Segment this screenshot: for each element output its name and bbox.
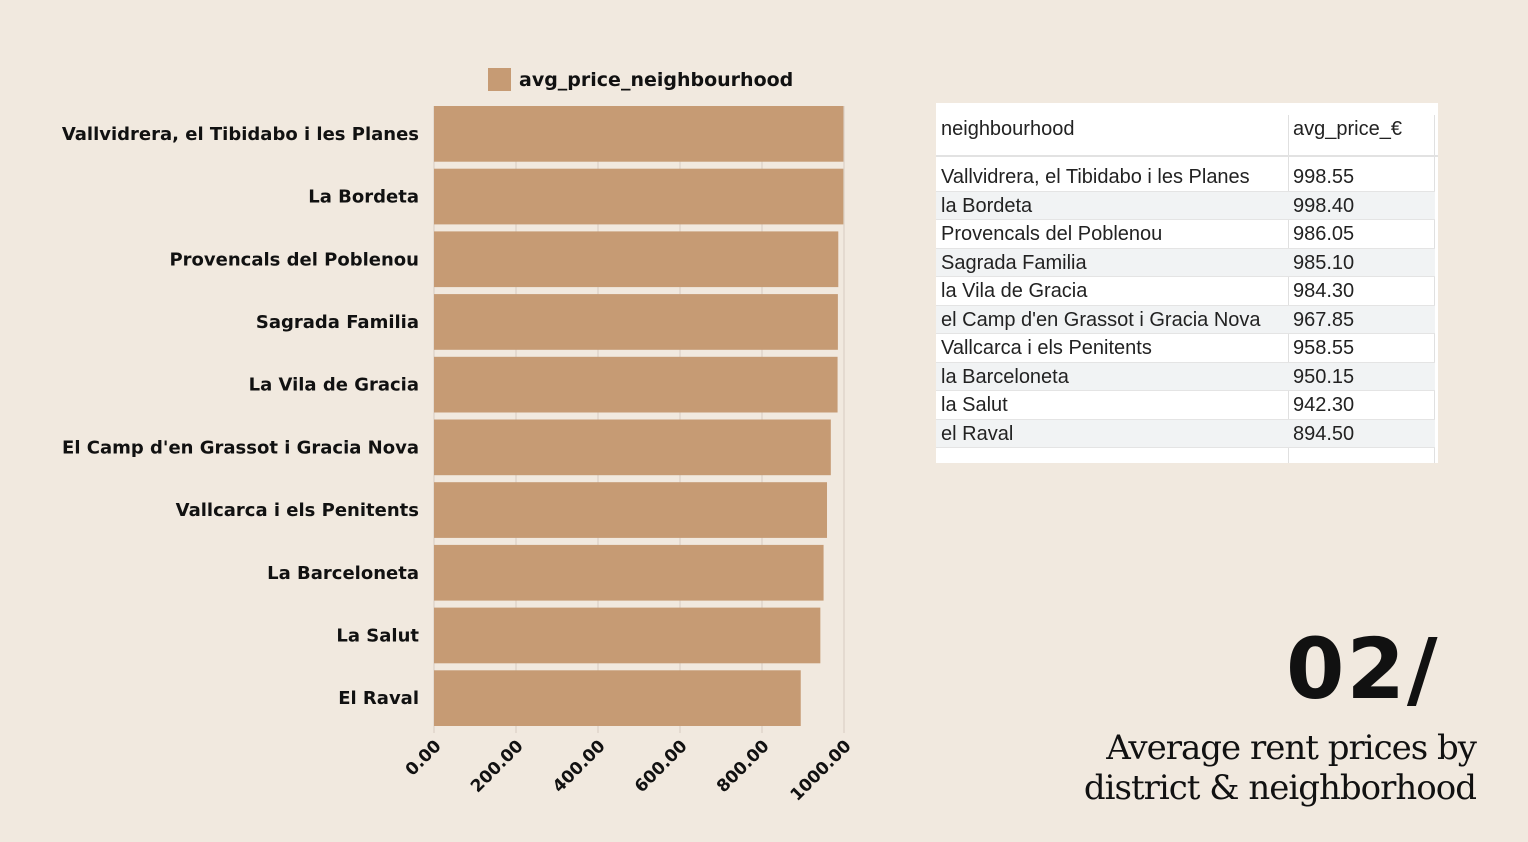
category-label: La Barceloneta [267,563,419,584]
bar [434,356,838,413]
table-row: la Vila de Gracia 984.30 [936,277,1435,306]
category-label: La Salut [336,625,419,646]
slide-title-line-2: district & neighborhood [1083,768,1477,808]
bar [434,419,831,476]
x-tick-label: 0.00 [402,736,446,780]
table-row: Sagrada Familia 985.10 [936,248,1435,277]
cell-avg-price: 894.50 [1293,422,1355,445]
table-header: neighbourhood avg_price_€ [936,115,1438,145]
category-label: Provencals del Poblenou [169,249,419,270]
table-row: el Raval 894.50 [936,419,1435,448]
cell-neighbourhood: la Bordeta [941,194,1033,217]
slide-number: 02/ [1286,620,1440,718]
legend-label: avg_price_neighbourhood [519,69,793,91]
cell-neighbourhood: el Camp d'en Grassot i Gracia Nova [941,308,1261,331]
bar [434,544,824,601]
x-tick-label: 1000.00 [787,736,856,805]
table-row: la Salut 942.30 [936,391,1435,420]
bar-chart: Vallvidrera, el Tibidabo i les Planes La … [62,68,856,805]
cell-avg-price: 986.05 [1293,223,1355,245]
table-row: Provencals del Poblenou 986.05 [936,220,1435,249]
table-row: la Barceloneta 950.15 [936,362,1435,391]
bar [434,294,838,350]
cell-avg-price: 998.40 [1293,194,1355,217]
bar [434,607,821,664]
cell-neighbourhood: Provencals del Poblenou [941,223,1163,245]
x-tick-label: 600.00 [631,736,692,797]
category-label: La Bordeta [308,187,419,208]
cell-avg-price: 967.85 [1293,308,1355,331]
table-row: Vallvidrera, el Tibidabo i les Planes 998… [936,163,1435,192]
cell-avg-price: 958.55 [1293,337,1355,359]
cell-avg-price: 950.15 [1293,365,1355,388]
cell-neighbourhood: la Salut [941,394,1008,416]
cell-neighbourhood: la Vila de Gracia [941,280,1088,302]
table-body: Vallvidrera, el Tibidabo i les Planes 998… [936,163,1435,448]
category-label: Vallcarca i els Penitents [176,500,419,521]
bar [434,231,839,288]
column-divider [1434,115,1435,463]
cell-avg-price: 985.10 [1293,251,1355,274]
slide-title-line-1: Average rent prices by [1106,728,1477,768]
table-row: el Camp d'en Grassot i Gracia Nova 967.85 [936,305,1435,334]
category-label: Vallvidrera, el Tibidabo i les Planes [62,124,419,145]
cell-avg-price: 942.30 [1293,394,1355,416]
column-divider [1288,115,1289,463]
category-label: El Raval [338,688,419,709]
table-row: Vallcarca i els Penitents 958.55 [936,334,1435,363]
cell-avg-price: 984.30 [1293,280,1355,302]
category-label: El Camp d'en Grassot i Gracia Nova [62,437,419,458]
category-label: La Vila de Gracia [249,375,419,396]
cell-neighbourhood: Vallcarca i els Penitents [941,337,1152,359]
bar [434,106,844,162]
header-divider [936,155,1438,157]
price-table: neighbourhood avg_price_€ Vallvidrera, e… [936,103,1438,463]
table-row: la Bordeta 998.40 [936,191,1435,220]
x-tick-label: 400.00 [549,736,610,797]
bar [434,670,801,726]
category-label: Sagrada Familia [256,312,419,333]
cell-neighbourhood: Sagrada Familia [941,251,1087,274]
legend-swatch [488,68,511,91]
cell-avg-price: 998.55 [1293,166,1355,188]
slide-title: Average rent prices by district & neighb… [1016,728,1477,808]
cell-neighbourhood: Vallvidrera, el Tibidabo i les Planes [941,166,1250,188]
x-tick-label: 200.00 [467,736,528,797]
cell-neighbourhood: la Barceloneta [941,365,1069,388]
header-avg-price: avg_price_€ [1293,118,1402,140]
header-neighbourhood: neighbourhood [941,118,1075,140]
bar [434,168,844,225]
x-tick-label: 800.00 [713,736,774,797]
cell-neighbourhood: el Raval [941,422,1014,445]
bar [434,482,828,538]
